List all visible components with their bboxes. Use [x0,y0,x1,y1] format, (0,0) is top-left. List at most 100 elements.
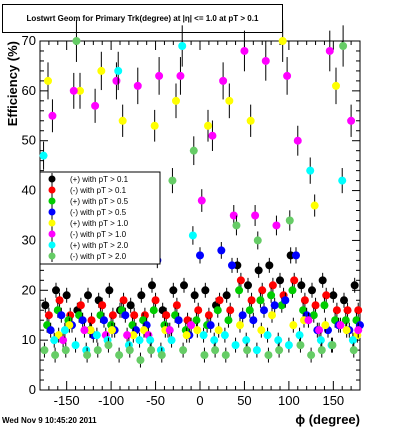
data-point [105,286,114,295]
data-point [91,101,100,110]
data-point [222,291,231,300]
data-point [174,316,183,325]
data-point [147,346,156,355]
data-point [208,131,217,140]
data-point [44,311,53,320]
data-point [62,291,71,300]
data-point [130,311,139,320]
x-tick-label: 0 [196,393,203,408]
data-point [108,326,116,335]
data-point [254,266,263,275]
data-point [315,326,324,335]
y-tick-label: 10 [22,332,36,347]
data-point [258,286,267,295]
y-tick-label: 30 [22,232,36,247]
x-tick-label: 100 [278,393,300,408]
data-point [50,336,59,345]
data-point [219,76,228,85]
data-point [57,311,66,320]
data-point [119,296,128,305]
y-tick-label: 40 [22,183,36,198]
data-point [72,37,81,45]
data-point [245,306,254,315]
data-point [338,176,347,185]
legend-label: (-) with pT > 0.5 [70,208,127,217]
data-point [236,276,245,285]
data-point [263,331,272,340]
data-point [137,291,146,300]
data-point [46,326,55,335]
legend-label: (+) with pT > 0.1 [70,175,129,184]
data-point [325,46,334,55]
data-point [265,261,274,270]
data-point [354,306,363,315]
data-point [332,306,341,315]
data-point [328,341,337,350]
data-point [189,146,198,155]
y-tick-label: 0 [29,382,36,397]
data-point [229,211,238,220]
data-point [87,316,96,325]
data-point [121,311,130,320]
y-tick-label: 60 [22,83,36,98]
data-point [221,351,230,360]
data-point [283,71,292,80]
data-point [97,66,106,75]
data-point [136,356,145,365]
data-point [232,221,241,230]
y-tick-label: 20 [22,282,36,297]
data-point [165,326,174,335]
data-point [126,301,135,310]
data-point [41,301,50,310]
data-point [268,281,277,290]
legend-marker [48,252,56,260]
data-point [339,41,348,50]
data-point [108,311,117,320]
data-point [92,331,101,340]
data-point [84,291,92,300]
data-point [61,346,70,355]
data-point [350,281,359,290]
data-point [187,321,196,330]
data-point [114,66,123,75]
data-point [285,216,294,225]
data-point [243,346,252,355]
data-point [157,351,166,360]
data-point [210,336,219,345]
data-point [354,326,363,335]
legend-marker [48,241,56,249]
data-point [151,296,160,305]
data-point [275,346,284,355]
data-point [347,116,356,125]
legend-marker [48,175,56,183]
data-point [348,336,357,345]
data-point [284,341,293,350]
x-tick-label: 50 [237,393,251,408]
data-point [201,286,210,295]
data-point [76,301,85,310]
data-point [188,231,197,240]
data-point [76,86,84,95]
data-point [318,276,327,285]
data-point [98,301,107,310]
timestamp-label: Wed Nov 9 10:45:20 2011 [2,416,97,425]
data-point [316,336,325,345]
data-point [104,341,113,350]
data-point [292,251,300,260]
data-point [342,326,351,335]
data-point [149,306,158,315]
data-point [213,306,222,315]
data-point [83,351,92,360]
legend-marker [48,208,56,216]
data-point [78,316,87,325]
data-point [240,46,249,55]
data-point [281,296,290,305]
data-point [125,346,134,355]
x-tick-label: -100 [98,393,124,408]
legend-label: (+) with pT > 2.0 [70,241,129,250]
data-point [40,346,49,355]
data-point [308,286,316,295]
data-point [178,41,187,50]
data-point [211,346,220,355]
data-point [249,316,258,325]
